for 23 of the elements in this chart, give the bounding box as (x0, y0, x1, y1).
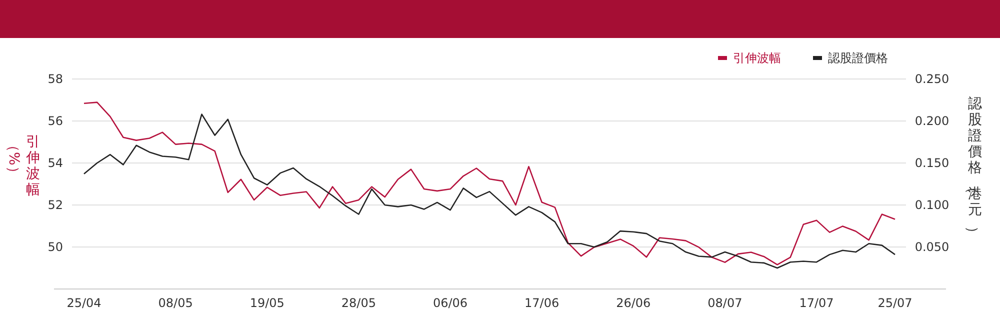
y2-tick-label: 0.200 (914, 114, 950, 128)
x-tick-label: 26/06 (616, 296, 651, 310)
text: 引伸波幅（%） (5, 134, 40, 198)
y2-tick-label: 0.100 (914, 198, 950, 212)
y2-tick-label: 0.150 (914, 156, 950, 170)
y-tick-label: 52 (48, 198, 63, 212)
x-tick-label: 17/06 (524, 296, 560, 310)
y-tick-label: 50 (48, 240, 63, 254)
x-tick-label: 08/05 (158, 296, 193, 310)
y2-tick-label: 0.050 (914, 240, 950, 254)
x-tick-label: 25/07 (878, 296, 912, 310)
legend-label: 認股證價格 (828, 51, 888, 65)
x-tick-label: 06/06 (432, 296, 468, 310)
x-tick-label: 17/07 (799, 296, 834, 310)
x-tick-label: 08/07 (708, 296, 742, 310)
y2-tick-label: 0.250 (914, 72, 950, 86)
legend-label: 引伸波幅 (733, 51, 781, 65)
x-tick-label: 19/05 (250, 296, 284, 310)
y-tick-label: 54 (48, 156, 63, 170)
x-tick-label: 25/04 (66, 296, 102, 310)
y-tick-label: 58 (48, 72, 63, 86)
x-tick-label: 28/05 (341, 296, 376, 310)
y-tick-label: 56 (48, 114, 63, 128)
